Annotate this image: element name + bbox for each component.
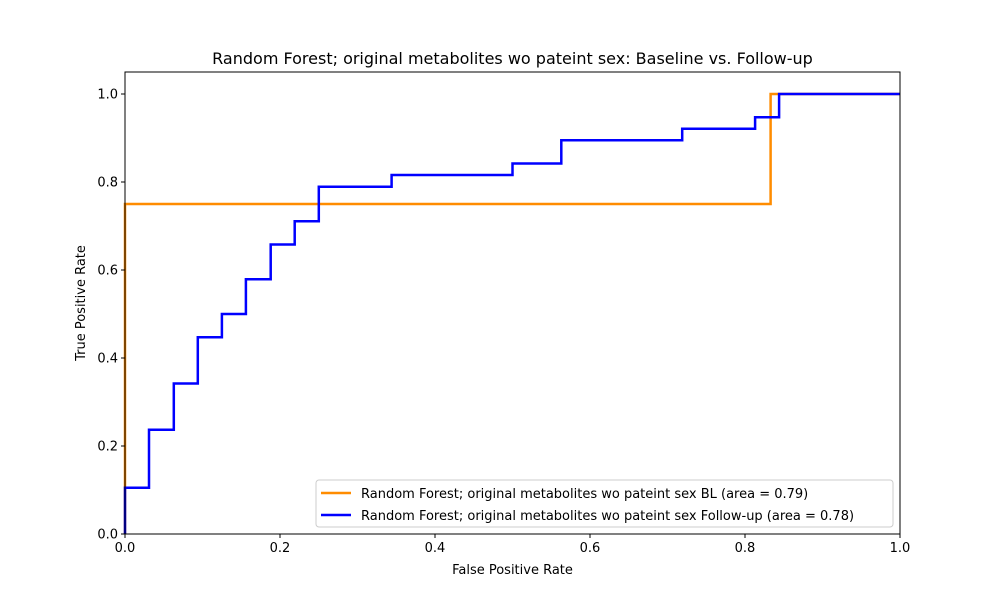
x-tick-label: 0.4 [425, 541, 446, 556]
x-tick-label: 0.8 [735, 541, 756, 556]
legend-label-bl: Random Forest; original metabolites wo p… [361, 487, 808, 502]
x-tick-label: 0.0 [115, 541, 136, 556]
roc-curve-follow-up [123, 92, 900, 534]
y-axis-label: True Positive Rate [74, 245, 89, 362]
x-tick-label: 0.6 [580, 541, 601, 556]
legend-label-follow-up: Random Forest; original metabolites wo p… [361, 509, 854, 524]
y-tick-label: 1.0 [97, 88, 118, 103]
x-axis-ticks: 0.0 0.2 0.4 0.6 0.8 1.0 [115, 534, 911, 556]
y-axis-ticks: 0.0 0.2 0.4 0.6 0.8 1.0 [97, 88, 125, 543]
y-tick-label: 0.8 [97, 176, 118, 191]
chart-title: Random Forest; original metabolites wo p… [212, 49, 813, 68]
x-tick-label: 0.2 [270, 541, 291, 556]
y-tick-label: 0.4 [97, 352, 118, 367]
legend: Random Forest; original metabolites wo p… [315, 479, 894, 528]
roc-curves [123, 92, 900, 534]
y-tick-label: 0.6 [97, 264, 118, 279]
x-axis-label: False Positive Rate [452, 563, 573, 578]
legend-box [315, 479, 894, 528]
plot-area-frame [124, 71, 901, 535]
y-tick-label: 0.0 [97, 528, 118, 543]
x-tick-label: 1.0 [890, 541, 911, 556]
y-tick-label: 0.2 [97, 440, 118, 455]
